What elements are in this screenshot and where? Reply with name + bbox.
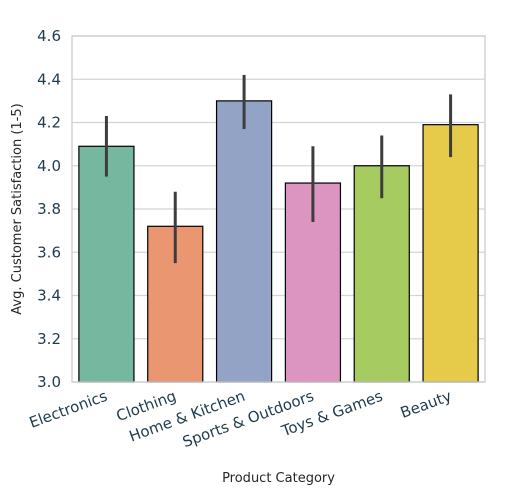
y-tick-label: 4.2 [37, 114, 61, 132]
y-tick-label: 3.0 [37, 373, 61, 391]
x-tick-label: Electronics [27, 387, 110, 432]
error-bars [104, 74, 453, 264]
y-tick-label: 4.4 [37, 70, 61, 88]
y-axis-label: Avg. Customer Satisfaction (1-5) [10, 103, 25, 314]
y-tick-label: 3.8 [37, 200, 61, 218]
y-tick-label: 3.6 [37, 243, 61, 261]
y-tick-label: 3.2 [37, 330, 61, 348]
x-axis-label: Product Category [222, 471, 335, 486]
plot-frame [71, 35, 486, 383]
bars [78, 100, 479, 383]
y-tick-label: 4.6 [37, 27, 61, 45]
x-tick-label: Beauty [398, 387, 454, 422]
y-tick-label: 4.0 [37, 157, 61, 175]
bar [215, 100, 273, 383]
bar [422, 124, 479, 383]
bar [78, 145, 135, 383]
y-tick-label: 3.4 [37, 287, 61, 305]
y-tick-labels: 3.0 3.2 3.4 3.6 3.8 4.0 4.2 4.4 4.6 [37, 27, 61, 391]
